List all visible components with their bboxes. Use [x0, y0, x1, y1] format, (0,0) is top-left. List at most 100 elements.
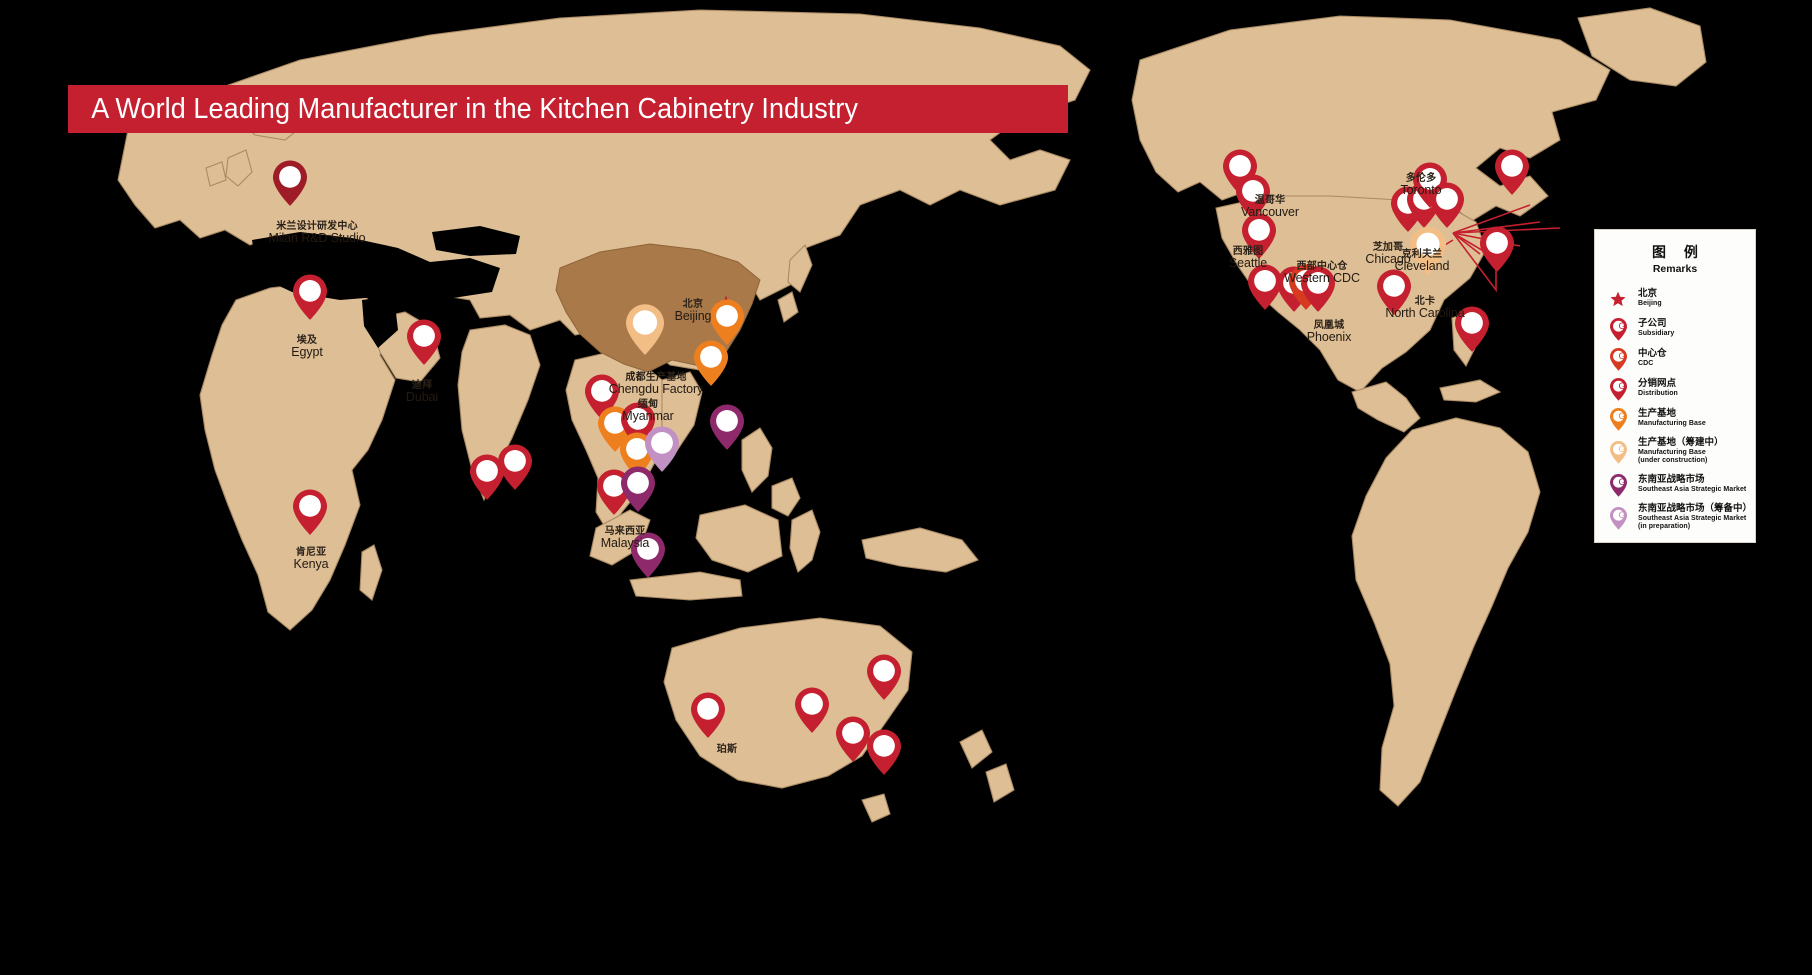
- svg-text:G: G: [655, 433, 670, 454]
- legend-label-cn: 东南亚战略市场: [1638, 474, 1705, 486]
- legend-label-en: Southeast Asia Strategic Market: [1638, 515, 1747, 523]
- map-pin-g-icon: G: [1603, 377, 1633, 401]
- svg-text:G: G: [1618, 381, 1626, 392]
- svg-text:G: G: [720, 411, 735, 432]
- pin-north-carolina[interactable]: G: [1410, 226, 1446, 275]
- pin-seattle[interactable]: G: [1242, 213, 1276, 259]
- legend-row-1: G 子公司 Subsidiary: [1595, 314, 1755, 344]
- legend-row-3: G 分销网点 Distribution: [1595, 374, 1755, 404]
- svg-text:G: G: [417, 326, 432, 347]
- svg-text:G: G: [631, 473, 646, 494]
- legend-label-cn: 生产基地（筹建中）: [1638, 437, 1724, 449]
- svg-text:G: G: [1618, 411, 1626, 422]
- pin-egypt[interactable]: G: [293, 274, 327, 320]
- legend-text: 生产基地（筹建中） Manufacturing Base (under constr…: [1633, 437, 1724, 465]
- legend-rows: 北京 Beijing G 子公司 Subsidiary G 中心仓 CDC G 分销网点 Distr…: [1595, 284, 1755, 536]
- svg-text:G: G: [607, 476, 622, 497]
- legend-label-en: Southeast Asia Strategic Market: [1638, 486, 1747, 494]
- pin-northeast[interactable]: G: [1495, 149, 1529, 195]
- legend-title-cn: 图 例: [1652, 244, 1705, 260]
- svg-text:G: G: [877, 661, 892, 682]
- pin-vancouver-2[interactable]: G: [1236, 174, 1270, 220]
- legend-label-en: Manufacturing Base: [1638, 420, 1706, 428]
- legend-label-en2: (in preparation): [1638, 523, 1691, 531]
- legend-text: 东南亚战略市场（筹备中） Southeast Asia Strategic Mar…: [1633, 503, 1753, 531]
- pin-china-south[interactable]: G: [694, 340, 728, 386]
- pin-chengdu[interactable]: G: [626, 304, 664, 355]
- svg-text:G: G: [1505, 156, 1520, 177]
- svg-text:G: G: [720, 306, 735, 327]
- svg-text:G: G: [1490, 233, 1505, 254]
- legend-label-en: Manufacturing Base: [1638, 449, 1706, 457]
- legend-title-en: Remarks: [1652, 263, 1698, 275]
- svg-text:G: G: [608, 413, 623, 434]
- svg-text:G: G: [1440, 189, 1455, 210]
- legend-row-7: G 东南亚战略市场（筹备中） Southeast Asia Strategic Ma…: [1595, 500, 1755, 536]
- star-icon: [1603, 291, 1633, 307]
- svg-text:G: G: [1311, 273, 1326, 294]
- pin-perth[interactable]: G: [691, 692, 725, 738]
- legend-text: 生产基地 Manufacturing Base: [1633, 408, 1706, 428]
- pin-east-1[interactable]: G: [1480, 226, 1514, 272]
- legend-text: 子公司 Subsidiary: [1633, 318, 1674, 338]
- pin-phoenix[interactable]: G: [1377, 269, 1411, 315]
- pin-dubai[interactable]: G: [407, 319, 441, 365]
- legend-text: 分销网点 Distribution: [1633, 378, 1678, 398]
- pin-florida[interactable]: G: [1455, 306, 1489, 352]
- svg-text:G: G: [283, 167, 298, 188]
- legend-row-4: G 生产基地 Manufacturing Base: [1595, 404, 1755, 434]
- svg-text:G: G: [631, 409, 646, 430]
- map-pin-g-icon: G: [1603, 473, 1633, 497]
- legend-label-cn: 分销网点: [1638, 378, 1677, 390]
- pin-sydney[interactable]: G: [867, 654, 901, 700]
- svg-text:G: G: [701, 699, 716, 720]
- svg-text:G: G: [877, 736, 892, 757]
- pin-malaysia-b[interactable]: G: [621, 466, 655, 512]
- svg-text:G: G: [704, 347, 719, 368]
- pin-indonesia[interactable]: G: [631, 532, 665, 578]
- legend-row-2: G 中心仓 CDC: [1595, 344, 1755, 374]
- legend-label-cn: 东南亚战略市场（筹备中）: [1638, 503, 1753, 515]
- legend-label-cn: 中心仓: [1638, 348, 1667, 360]
- pin-philippines[interactable]: G: [710, 404, 744, 450]
- svg-text:G: G: [1420, 233, 1436, 255]
- legend-text: 东南亚战略市场 Southeast Asia Strategic Market: [1633, 474, 1747, 494]
- svg-text:G: G: [1423, 169, 1438, 190]
- title-banner: A World Leading Manufacturer in the Kitc…: [68, 85, 1068, 133]
- legend-label-en: Distribution: [1638, 390, 1678, 398]
- svg-text:G: G: [1618, 321, 1626, 332]
- svg-text:G: G: [1618, 444, 1626, 455]
- svg-text:G: G: [1465, 313, 1480, 334]
- pin-adelaide[interactable]: G: [795, 687, 829, 733]
- pin-india-west[interactable]: G: [470, 454, 504, 500]
- svg-text:G: G: [1246, 181, 1261, 202]
- pin-california[interactable]: G: [1248, 264, 1282, 310]
- legend-label-cn: 北京: [1638, 288, 1658, 300]
- pin-cleveland[interactable]: G: [1430, 182, 1464, 228]
- pin-canberra[interactable]: G: [867, 729, 901, 775]
- svg-text:G: G: [303, 281, 318, 302]
- svg-text:G: G: [1618, 351, 1626, 362]
- pin-western-cdc-c[interactable]: G: [1301, 266, 1335, 312]
- legend-row-0: 北京 Beijing: [1595, 284, 1755, 314]
- svg-text:G: G: [641, 539, 656, 560]
- svg-text:G: G: [1387, 276, 1402, 297]
- map-pin-g-icon: G: [1603, 317, 1633, 341]
- pin-kenya[interactable]: G: [293, 489, 327, 535]
- pin-india-south[interactable]: G: [498, 444, 532, 490]
- pin-guangdong[interactable]: G: [710, 299, 744, 345]
- svg-text:G: G: [1233, 156, 1248, 177]
- legend-panel: 图 例 Remarks 北京 Beijing G 子公司 Subsidiary G 中心仓 C…: [1594, 229, 1756, 543]
- legend-row-6: G 东南亚战略市场 Southeast Asia Strategic Market: [1595, 470, 1755, 500]
- map-pin-g-icon: G: [1603, 407, 1633, 431]
- svg-text:G: G: [1252, 220, 1267, 241]
- map-pin-g-icon: G: [1603, 440, 1633, 464]
- pin-milan[interactable]: G: [273, 160, 307, 206]
- pin-melbourne[interactable]: G: [836, 716, 870, 762]
- svg-text:G: G: [630, 439, 645, 460]
- legend-row-5: G 生产基地（筹建中） Manufacturing Base (under const…: [1595, 434, 1755, 470]
- svg-text:G: G: [1258, 271, 1273, 292]
- pin-vietnam-b[interactable]: G: [645, 426, 679, 472]
- legend-label-en: Beijing: [1638, 300, 1662, 308]
